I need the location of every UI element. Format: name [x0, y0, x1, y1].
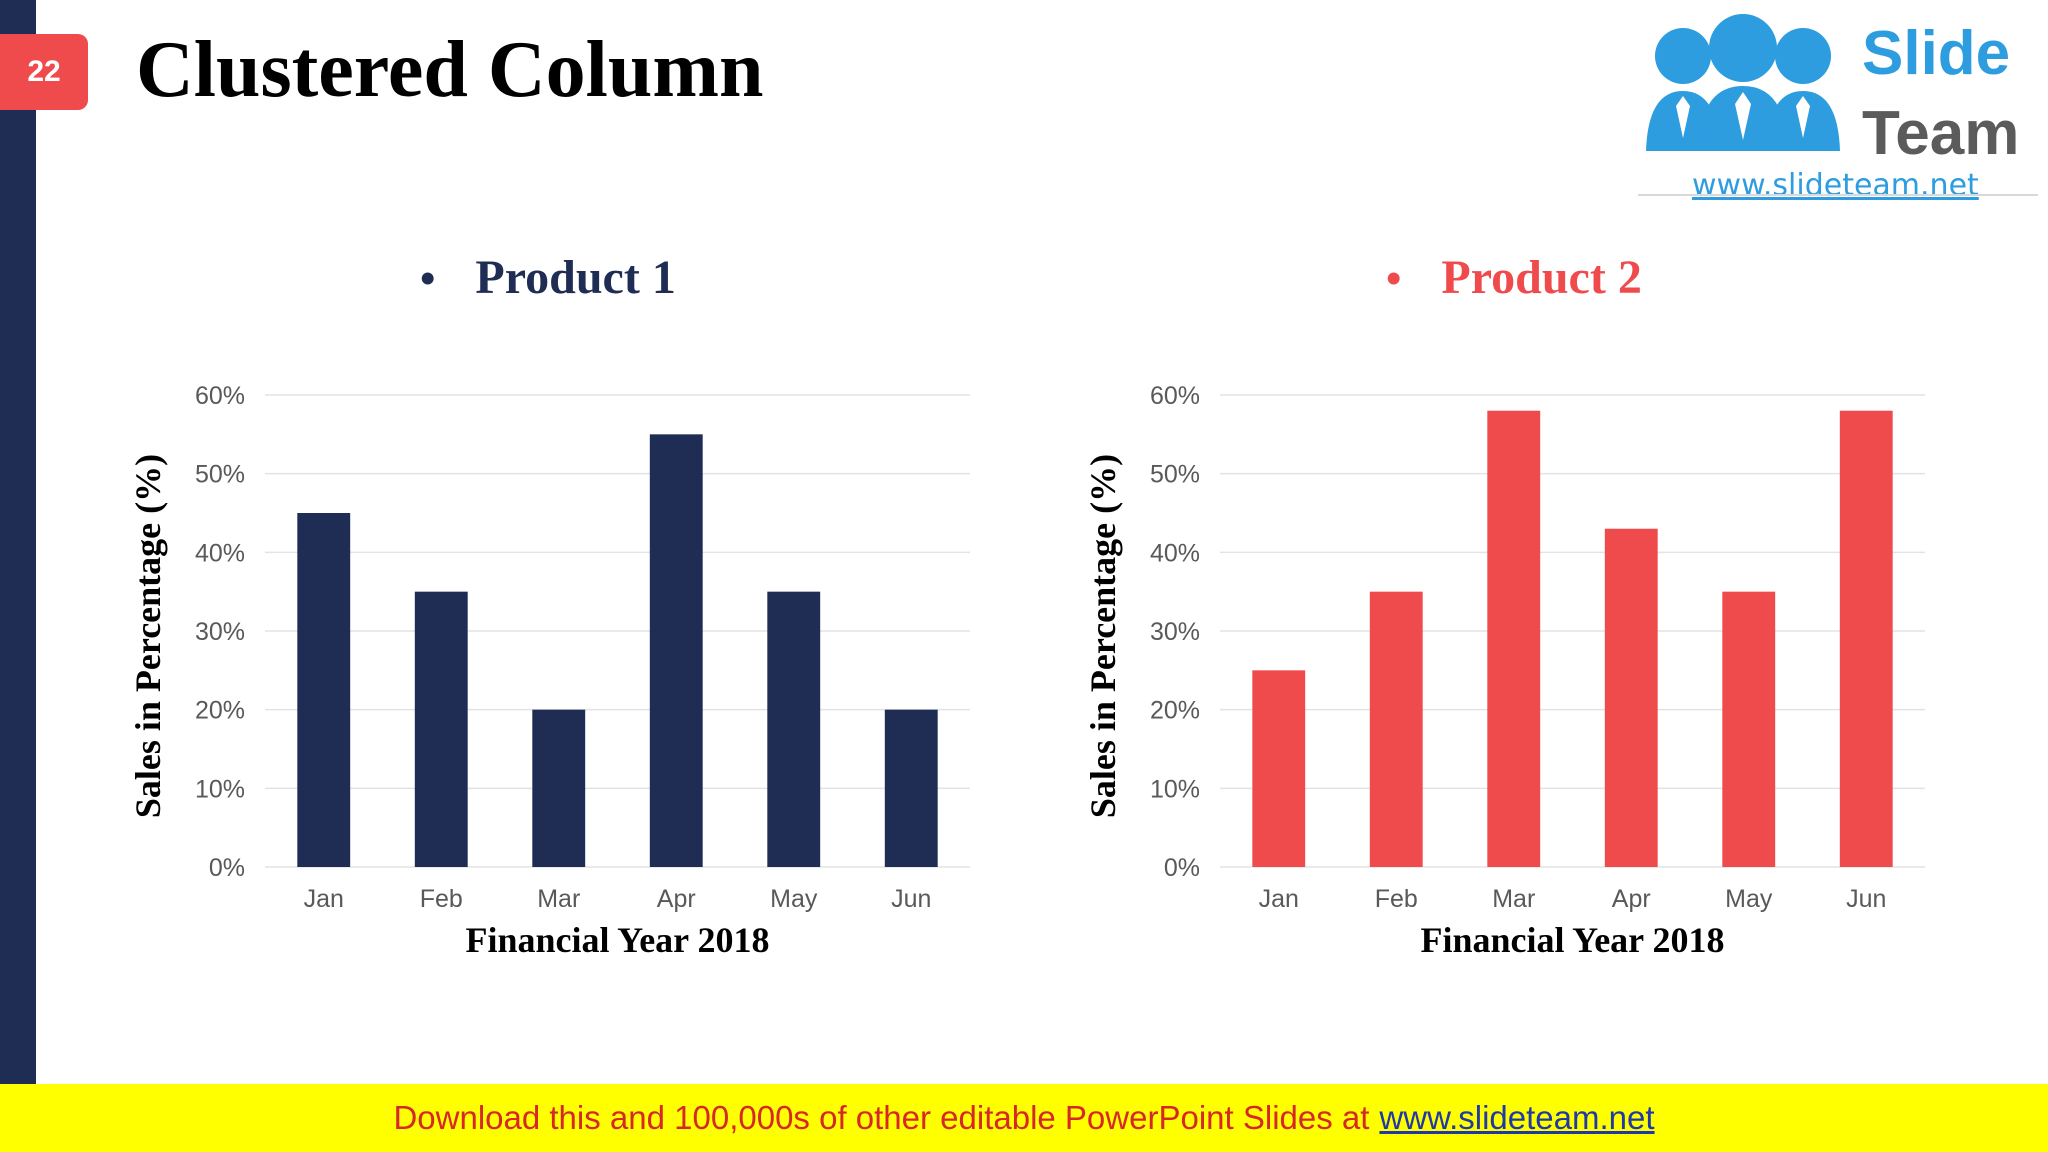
footer-text: Download this and 100,000s of other edit…: [393, 1099, 1370, 1136]
x-tick-label: Jun: [1846, 885, 1886, 913]
bullet-icon: •: [420, 254, 436, 303]
y-tick-label: 0%: [1164, 854, 1200, 882]
footer-banner: Download this and 100,000s of other edit…: [0, 1084, 2048, 1152]
y-tick-label: 10%: [1150, 775, 1200, 803]
people-icon: [1646, 14, 1840, 151]
y-tick-label: 30%: [1150, 618, 1200, 646]
bar: [1369, 591, 1423, 867]
y-tick-label: 60%: [195, 382, 245, 410]
y-tick-label: 30%: [195, 618, 245, 646]
chart2-heading: • Product 2: [1386, 248, 1642, 309]
bar: [297, 513, 351, 867]
bar: [532, 709, 586, 867]
x-tick-label: Apr: [1612, 885, 1651, 913]
bar: [1604, 528, 1658, 867]
logo-url-link[interactable]: www.slideteam.net: [1692, 168, 1979, 203]
chart-product-1: 0% 10% 20% 30% 40% 50% 60% Jan Feb Mar Apr May Jun Fi…: [128, 382, 970, 960]
x-tick-label: Jan: [1259, 885, 1299, 913]
chart-product-2: 0% 10% 20% 30% 40% 50% 60% Jan Feb Mar Apr May Jun Fi…: [1083, 382, 1925, 960]
bar: [414, 591, 468, 867]
x-tick-label: Feb: [420, 885, 463, 913]
x-tick-label: May: [1725, 885, 1773, 913]
logo-divider: [1638, 194, 2038, 196]
chart1-heading: • Product 1: [420, 248, 676, 309]
x-tick-label: Mar: [1492, 885, 1535, 913]
y-tick-label: 0%: [209, 854, 245, 882]
y-axis-title: Sales in Percentage (%): [128, 454, 168, 818]
x-tick-label: Jun: [891, 885, 931, 913]
x-axis-title: Financial Year 2018: [466, 920, 770, 960]
bar: [1252, 670, 1306, 867]
x-tick-label: Feb: [1375, 885, 1418, 913]
y-tick-label: 20%: [195, 697, 245, 725]
bar: [1839, 410, 1893, 867]
y-axis-title: Sales in Percentage (%): [1083, 454, 1123, 818]
bar: [1722, 591, 1776, 867]
logo-word-team: Team: [1862, 99, 2020, 168]
y-tick-label: 10%: [195, 775, 245, 803]
bar: [884, 709, 938, 867]
bar: [767, 591, 821, 867]
slideteam-logo: Slide Team www.slideteam.net: [1638, 6, 2038, 203]
footer-link[interactable]: www.slideteam.net: [1379, 1099, 1655, 1136]
bar: [649, 434, 703, 867]
y-tick-label: 20%: [1150, 697, 1200, 725]
x-axis-title: Financial Year 2018: [1421, 920, 1725, 960]
logo-word-slide: Slide: [1862, 19, 2011, 88]
x-tick-label: Jan: [304, 885, 344, 913]
bar: [1487, 410, 1541, 867]
y-tick-label: 60%: [1150, 382, 1200, 410]
bullet-icon: •: [1386, 254, 1402, 303]
x-tick-label: May: [770, 885, 818, 913]
y-tick-label: 40%: [1150, 539, 1200, 567]
x-tick-label: Mar: [537, 885, 580, 913]
y-tick-label: 50%: [195, 461, 245, 489]
y-tick-label: 50%: [1150, 461, 1200, 489]
slide-title: Clustered Column: [136, 26, 764, 114]
left-accent-bar: [0, 0, 36, 1084]
x-tick-label: Apr: [657, 885, 696, 913]
chart1-title: Product 1: [475, 251, 676, 304]
slide-number-badge: 22: [0, 34, 88, 110]
chart2-title: Product 2: [1441, 251, 1642, 304]
y-tick-label: 40%: [195, 539, 245, 567]
